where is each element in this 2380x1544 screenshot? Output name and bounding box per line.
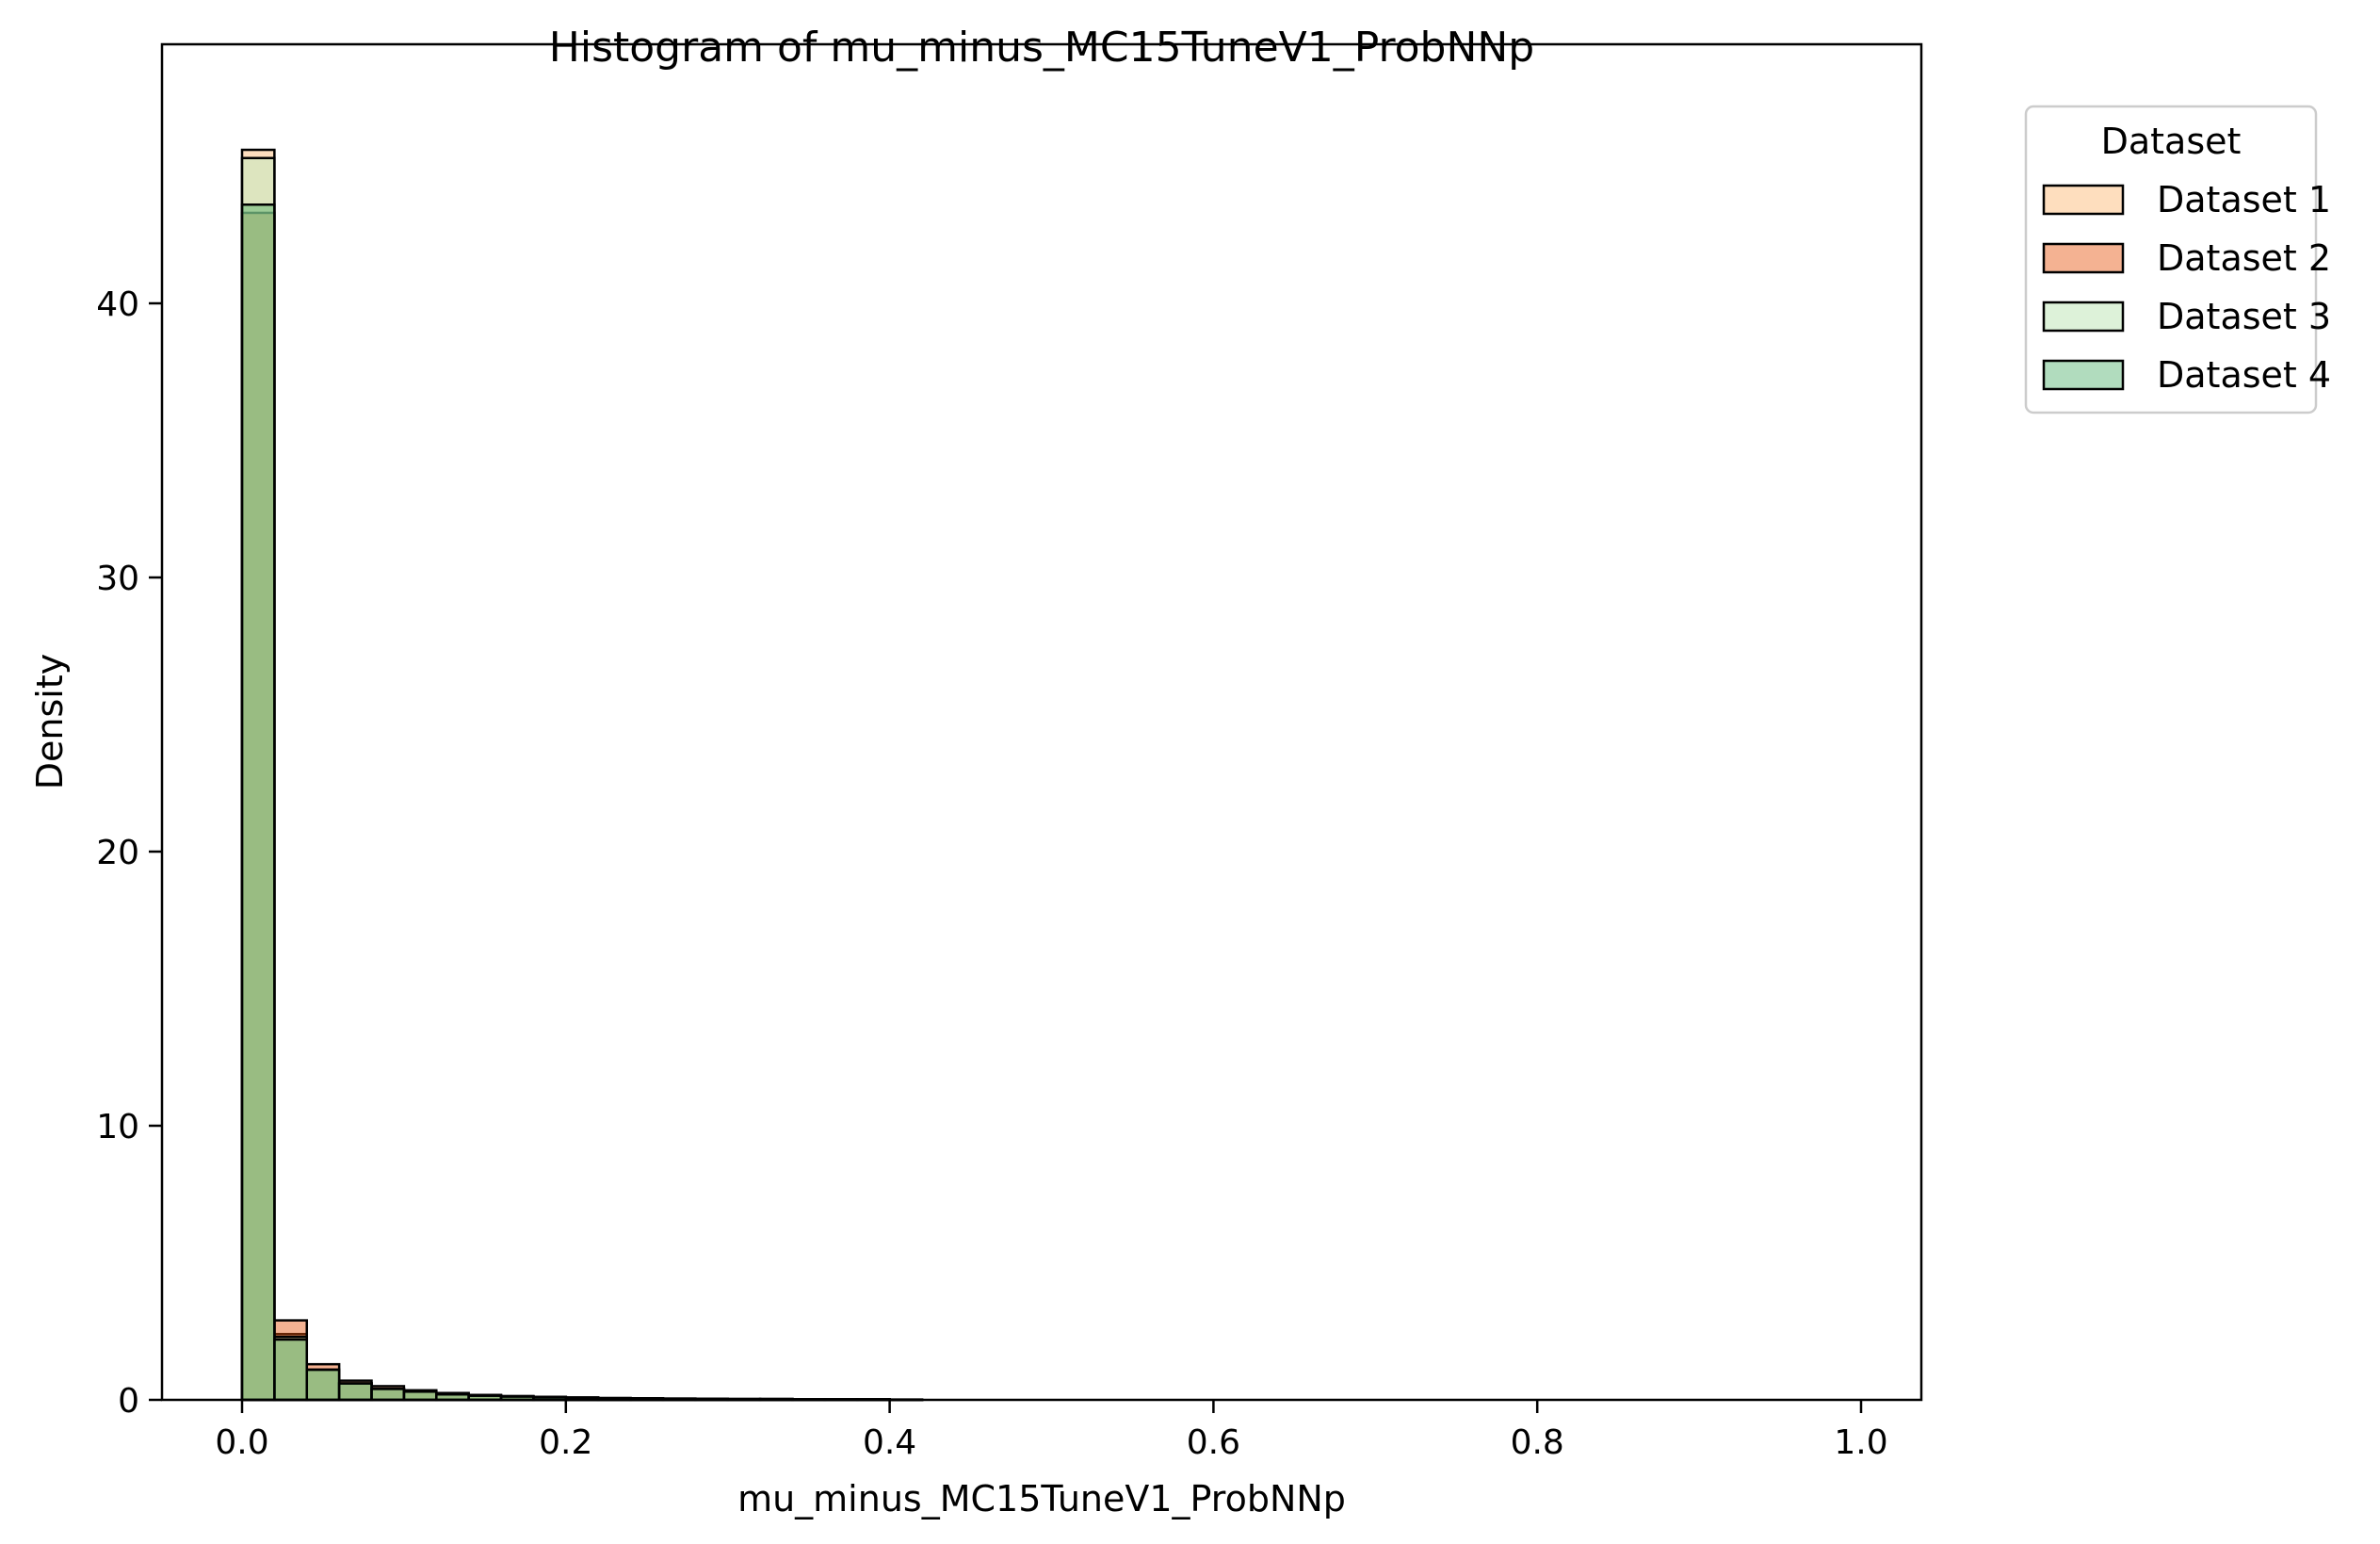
series-1	[240, 148, 924, 1402]
y-tick-label: 0	[118, 1382, 139, 1421]
y-tick-label: 10	[96, 1108, 139, 1146]
x-tick-label: 0.6	[1187, 1423, 1240, 1462]
x-tick-label: 0.2	[539, 1423, 592, 1462]
y-tick-label: 30	[96, 560, 139, 598]
bar-dataset-4-bin-4	[337, 1382, 373, 1402]
legend-title: Dataset	[2101, 121, 2242, 162]
legend-swatch	[2042, 242, 2125, 274]
x-tick-label: 0.0	[215, 1423, 268, 1462]
legend-entry-2: Dataset 2	[2042, 237, 2331, 279]
x-tick-label: 0.4	[863, 1423, 916, 1462]
legend-swatch	[2042, 359, 2125, 391]
x-axis-ticks: 0.0 0.2 0.4 0.6 0.8 1.0	[215, 1400, 1888, 1462]
x-tick-label: 0.8	[1511, 1423, 1564, 1462]
legend: Dataset Dataset 1 Dataset 2 Dataset 3 Datas…	[2024, 105, 2331, 414]
series-4	[240, 203, 924, 1402]
x-axis-label: mu_minus_MC15TuneV1_ProbNNp	[737, 1478, 1346, 1520]
legend-label: Dataset 1	[2157, 179, 2331, 220]
bar-dataset-4-bin-1	[240, 203, 276, 1402]
y-axis-label: Density	[29, 654, 71, 789]
series-3	[240, 156, 924, 1402]
chart-title: Histogram of mu_minus_MC15TuneV1_ProbNNp	[549, 24, 1534, 72]
legend-label: Dataset 2	[2157, 237, 2331, 279]
legend-entry-4: Dataset 4	[2042, 354, 2331, 396]
y-axis-ticks: 0 10 20 30 40	[96, 285, 162, 1421]
bar-dataset-4-bin-3	[305, 1368, 341, 1402]
legend-entry-3: Dataset 3	[2042, 296, 2331, 337]
legend-frame	[2024, 105, 2318, 414]
y-tick-label: 20	[96, 834, 139, 872]
y-tick-label: 40	[96, 285, 139, 324]
plot-area-frame	[160, 42, 1923, 1402]
bar-dataset-4-bin-2	[273, 1338, 309, 1402]
legend-swatch	[2042, 301, 2125, 333]
bar-dataset-4-bin-5	[370, 1388, 406, 1402]
histogram-bars	[240, 148, 924, 1402]
legend-entry-1: Dataset 1	[2042, 179, 2331, 220]
legend-label: Dataset 3	[2157, 296, 2331, 337]
legend-swatch	[2042, 184, 2125, 216]
bar-dataset-4-bin-6	[402, 1390, 438, 1402]
x-tick-label: 1.0	[1834, 1423, 1887, 1462]
series-2	[240, 211, 924, 1402]
legend-label: Dataset 4	[2157, 354, 2331, 396]
